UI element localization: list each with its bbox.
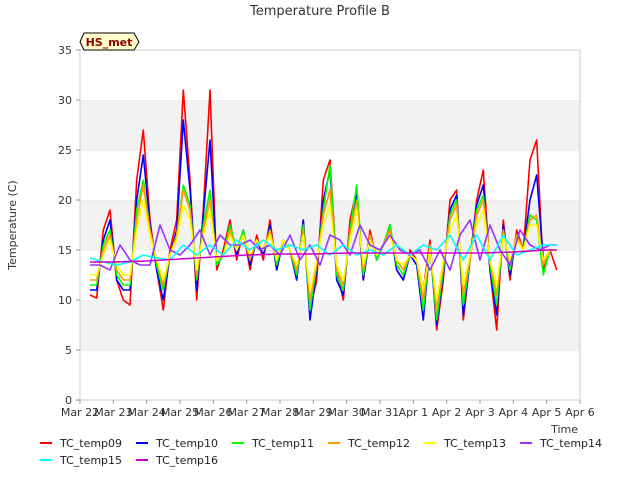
grid-band: [80, 300, 580, 350]
y-tick-label: 35: [58, 44, 72, 57]
y-tick-label: 5: [65, 344, 72, 357]
hs-met-badge: HS_met: [79, 32, 140, 51]
x-tick-label: Apr 6: [565, 406, 595, 419]
legend: TC_temp09 TC_temp10 TC_temp11 TC_temp12 TC_t…: [40, 437, 602, 467]
legend-label: TC_temp16: [155, 454, 218, 467]
series-lines: [89, 89, 558, 331]
x-tick-label: Mar 28: [261, 406, 299, 419]
legend-label: TC_temp14: [539, 437, 602, 450]
x-tick-label: Mar 27: [228, 406, 266, 419]
chart-title: Temperature Profile B: [249, 4, 390, 19]
badge-label: HS_met: [86, 36, 133, 49]
series-line-TC_temp13: [90, 199, 557, 301]
plot-frame: [79, 49, 581, 401]
y-tick-label: 20: [58, 194, 72, 207]
grid-band: [80, 350, 580, 400]
x-tick-label: Mar 26: [194, 406, 232, 419]
legend-label: TC_temp10: [155, 437, 218, 450]
legend-label: TC_temp09: [59, 437, 122, 450]
x-tick-label: Apr 1: [399, 406, 429, 419]
legend-label: TC_temp11: [251, 437, 314, 450]
x-tick-label: Apr 2: [432, 406, 462, 419]
y-tick-label: 0: [65, 394, 72, 407]
series-line-TC_temp16: [90, 249, 557, 263]
y-tick-label: 25: [58, 144, 72, 157]
x-tick-label: Mar 23: [94, 406, 132, 419]
x-axis-label: Time: [550, 423, 578, 436]
x-tick-label: Mar 22: [61, 406, 99, 419]
legend-label: TC_temp15: [59, 454, 122, 467]
x-tick-label: Apr 3: [465, 406, 495, 419]
legend-label: TC_temp13: [443, 437, 506, 450]
series-line-TC_temp14: [90, 219, 557, 271]
grid-band: [80, 100, 580, 150]
legend-label: TC_temp12: [347, 437, 410, 450]
x-tick-label: Mar 30: [328, 406, 366, 419]
badge-shape: [79, 32, 140, 51]
x-tick-label: Apr 5: [532, 406, 562, 419]
grid-band: [80, 50, 580, 100]
grid-bands: [80, 49, 580, 400]
y-axis-label: Temperature (C): [6, 180, 19, 270]
x-tick-label: Apr 4: [499, 406, 529, 419]
y-tick-label: 15: [58, 244, 72, 257]
y-axis-ticks: 0 5 10 15 20 25 30 35: [58, 44, 80, 407]
x-tick-label: Mar 31: [361, 406, 399, 419]
x-tick-label: Mar 24: [128, 406, 166, 419]
y-tick-label: 30: [58, 94, 72, 107]
x-tick-label: Mar 25: [161, 406, 199, 419]
y-tick-label: 10: [58, 294, 72, 307]
x-tick-label: Mar 29: [294, 406, 332, 419]
